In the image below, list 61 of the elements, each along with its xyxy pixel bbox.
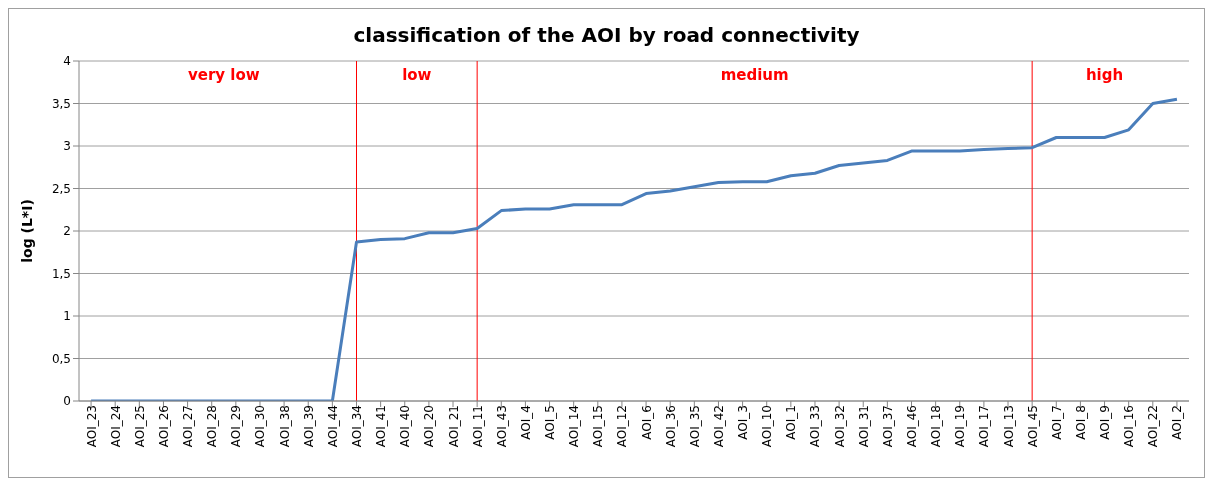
y-tick-label: 0 [63, 394, 71, 409]
y-tick-label: 3 [63, 139, 71, 154]
x-tick-label: AOI_45 [1025, 405, 1040, 448]
x-tick-label: AOI_31 [856, 405, 871, 448]
y-tick-label: 1,5 [51, 266, 71, 281]
x-tick-label: AOI_16 [1122, 405, 1137, 448]
x-tick-label: AOI_25 [132, 405, 147, 448]
x-tick-label: AOI_22 [1146, 405, 1161, 448]
x-tick-label: AOI_9 [1098, 405, 1113, 440]
x-tick-label: AOI_2 [1170, 405, 1185, 440]
x-tick-label: AOI_26 [156, 405, 171, 448]
x-tick-label: AOI_20 [422, 405, 437, 448]
x-tick-label: AOI_29 [229, 405, 244, 448]
x-tick-label: AOI_34 [350, 405, 365, 448]
x-tick-label: AOI_27 [181, 405, 196, 448]
x-tick-label: AOI_41 [374, 405, 389, 448]
x-tick-label: AOI_12 [615, 405, 630, 448]
x-tick-label: AOI_32 [832, 405, 847, 448]
x-tick-label: AOI_4 [518, 405, 533, 440]
x-tick-label: AOI_10 [760, 405, 775, 448]
x-tick-label: AOI_18 [929, 405, 944, 448]
x-tick-label: AOI_5 [543, 405, 558, 440]
x-tick-label: AOI_24 [108, 405, 123, 448]
y-tick-label: 3,5 [51, 96, 71, 111]
x-tick-label: AOI_21 [446, 405, 461, 448]
x-tick-label: AOI_8 [1073, 405, 1088, 440]
y-tick-label: 2 [63, 224, 71, 239]
y-tick-label: 2,5 [51, 181, 71, 196]
x-tick-label: AOI_15 [591, 405, 606, 448]
y-tick-label: 0,5 [51, 351, 71, 366]
annotation: very low [187, 65, 260, 84]
annotation: low [402, 65, 432, 84]
x-tick-label: AOI_42 [711, 405, 726, 448]
x-tick-label: AOI_11 [470, 405, 485, 448]
x-tick-label: AOI_13 [1001, 405, 1016, 448]
x-tick-label: AOI_44 [325, 405, 340, 448]
x-tick-label: AOI_33 [808, 405, 823, 448]
x-tick-label: AOI_3 [736, 405, 751, 440]
x-tick-label: AOI_19 [953, 405, 968, 448]
x-tick-label: AOI_14 [567, 405, 582, 448]
x-tick-label: AOI_28 [205, 405, 220, 448]
x-tick-label: AOI_17 [977, 405, 992, 448]
chart-title: classification of the AOI by road connectivity [352, 22, 861, 49]
y-axis-title: log (L*I) [18, 199, 35, 263]
x-tick-label: AOI_7 [1049, 405, 1064, 440]
y-tick-label: 1 [63, 309, 71, 324]
x-tick-label: AOI_46 [905, 405, 920, 448]
x-tick-label: AOI_35 [687, 405, 702, 448]
x-tick-label: AOI_6 [639, 405, 654, 440]
x-tick-label: AOI_38 [277, 405, 292, 448]
x-tick-label: AOI_40 [398, 405, 413, 448]
x-tick-label: AOI_39 [301, 405, 316, 448]
annotation: medium [720, 65, 789, 84]
annotation: high [1085, 65, 1124, 84]
x-tick-label: AOI_23 [84, 405, 99, 448]
x-tick-label: AOI_30 [253, 405, 268, 448]
y-tick-label: 4 [63, 54, 71, 69]
x-tick-label: AOI_36 [663, 405, 678, 448]
x-tick-label: AOI_37 [880, 405, 895, 448]
x-tick-label: AOI_1 [784, 405, 799, 440]
x-tick-label: AOI_43 [494, 405, 509, 448]
